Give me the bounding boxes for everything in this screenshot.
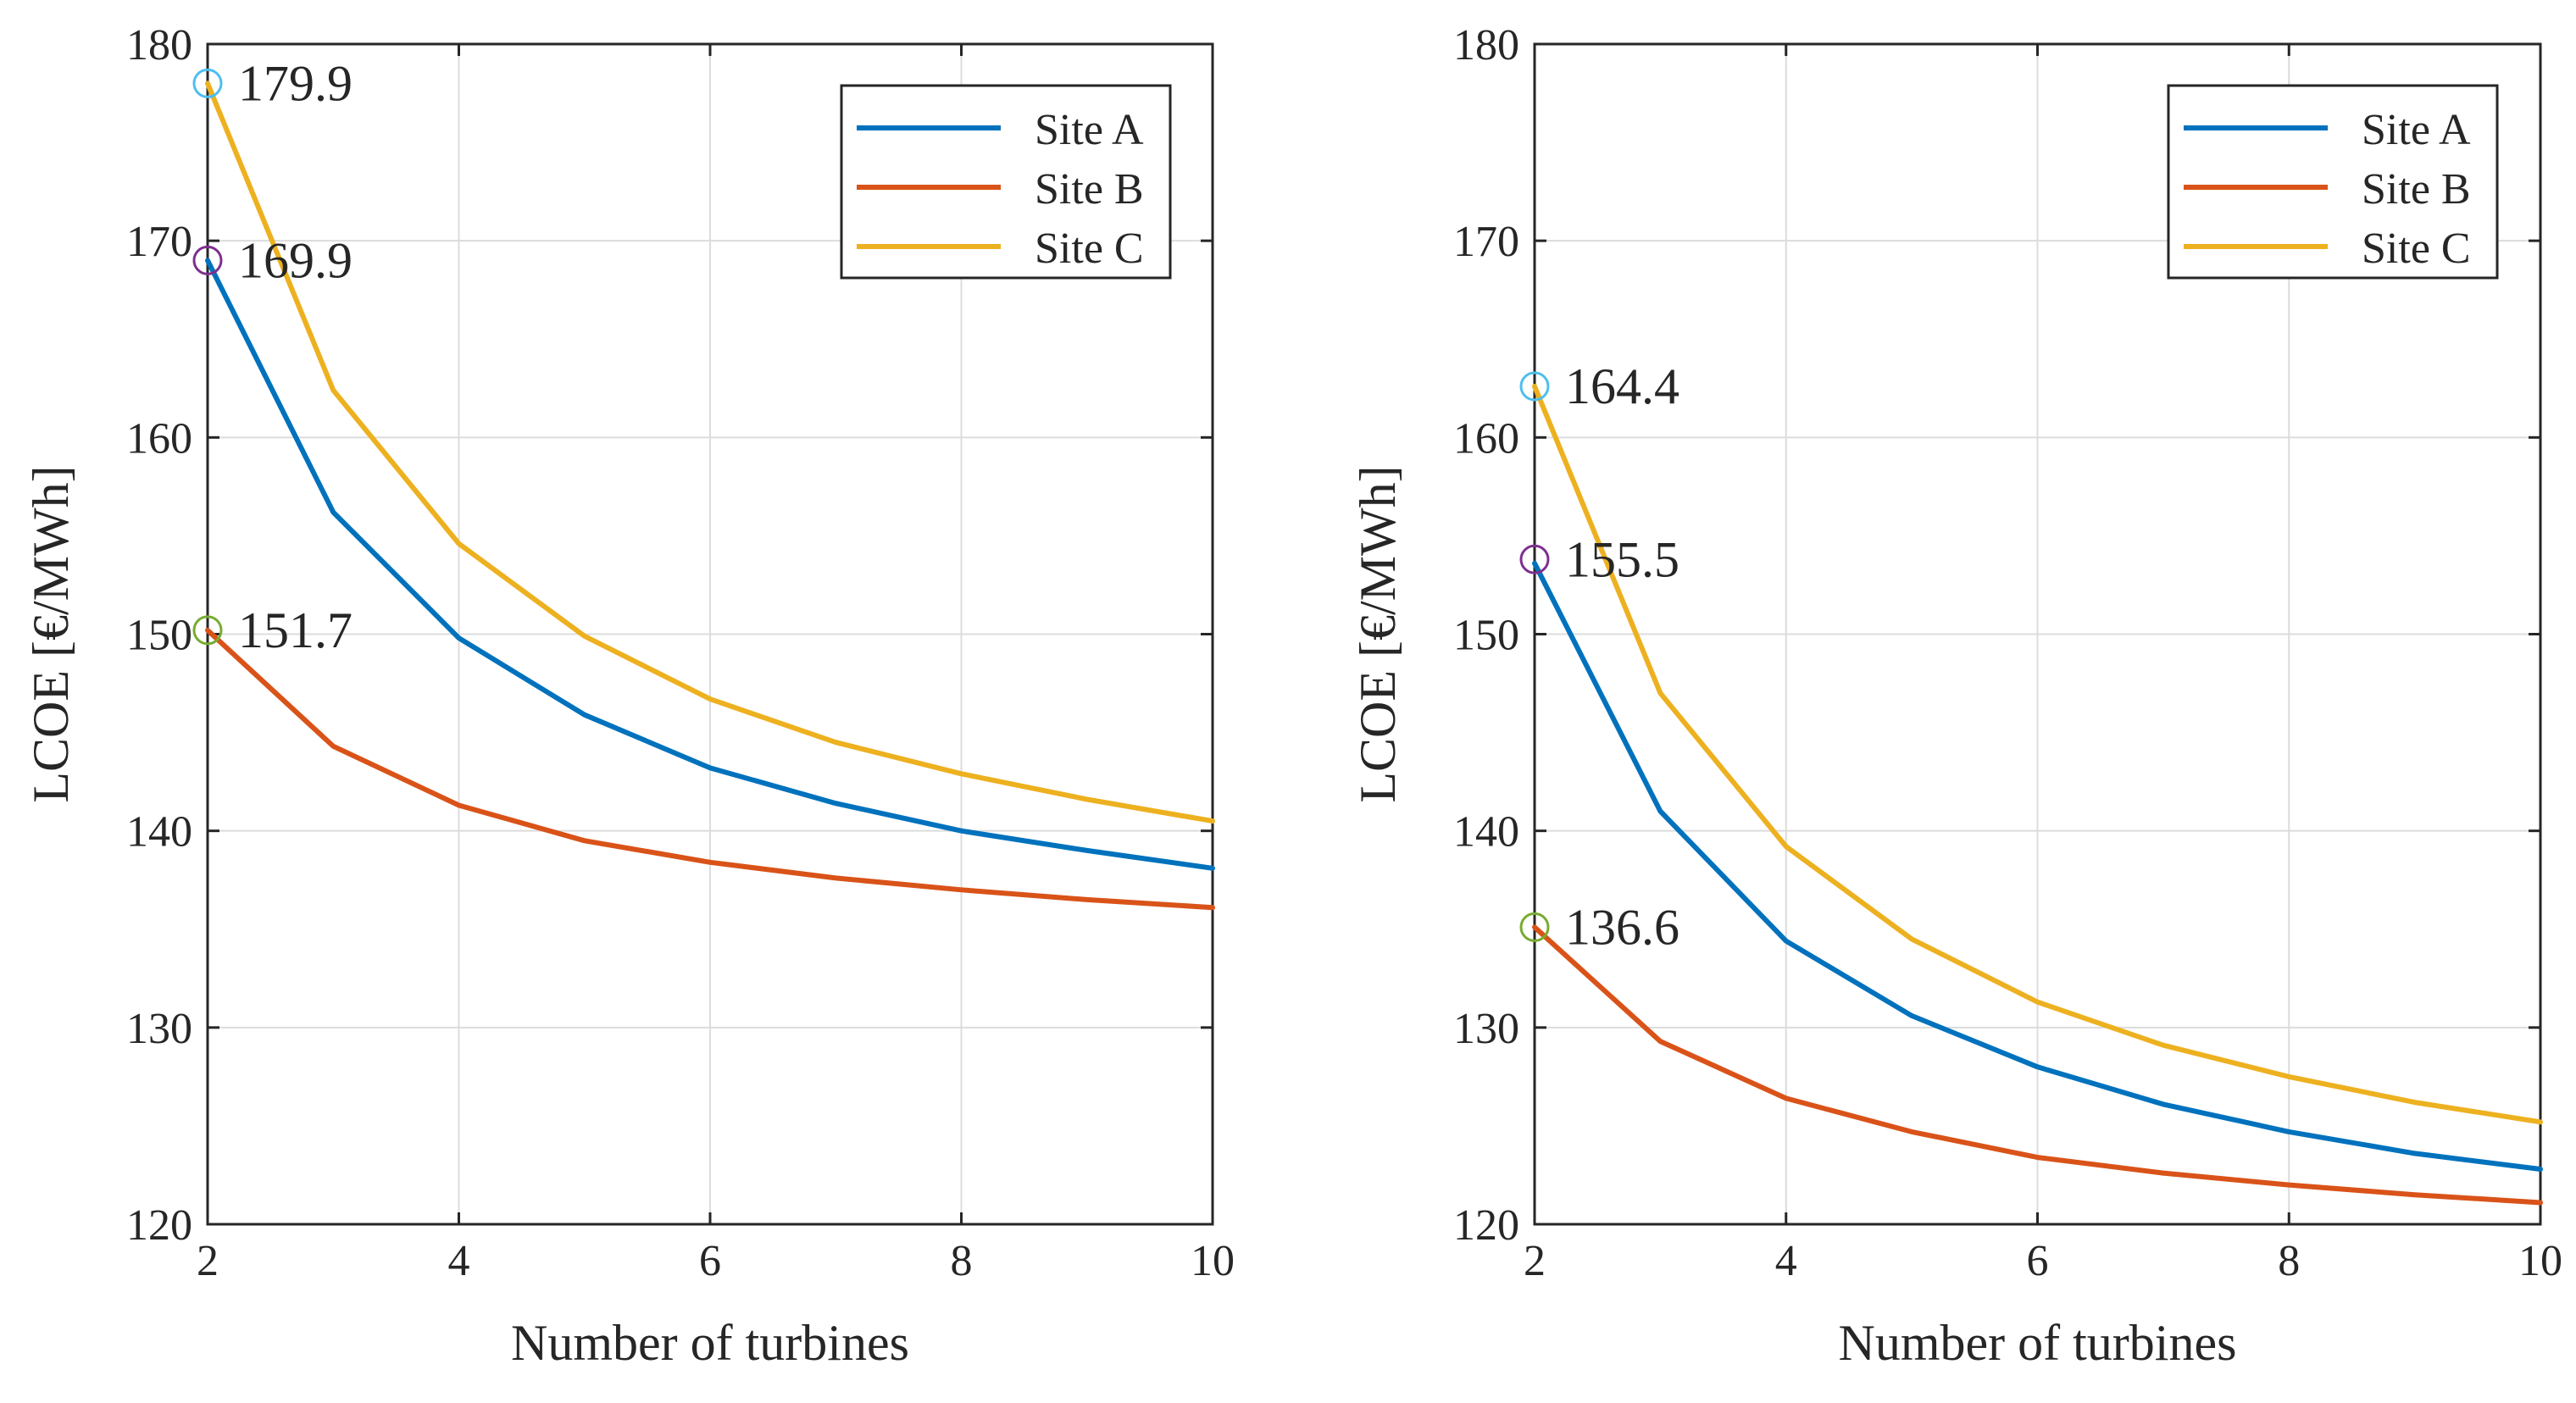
chart-panel-1: 2 4 6 8 10 120 130 140 150 160 170 180 Number of tur… (23, 21, 1235, 1371)
x-tick-label: 6 (2027, 1237, 2049, 1285)
y-tick-label: 130 (126, 1005, 192, 1053)
x-tick-label: 10 (1191, 1237, 1235, 1285)
series-line-site-a (205, 258, 1215, 871)
legend-label: Site B (2362, 165, 2471, 214)
x-tick-label: 4 (448, 1237, 470, 1285)
annotation-label: 151.7 (238, 602, 353, 658)
y-tick-label: 160 (1453, 414, 1519, 463)
y-tick-label: 180 (126, 21, 192, 69)
x-tick-label: 8 (2278, 1237, 2300, 1285)
annotation-marker (192, 245, 223, 275)
y-axis-label: LCOE [€/MWh] (23, 465, 79, 802)
legend-label: Site A (1035, 106, 1144, 154)
annotation-marker (192, 615, 223, 646)
y-axis-label: LCOE [€/MWh] (1350, 465, 1406, 802)
y-tick-label: 130 (1453, 1005, 1519, 1053)
annotation-label: 164.4 (1565, 358, 1679, 414)
y-tick-label: 170 (126, 218, 192, 266)
x-tick-label: 4 (1775, 1237, 1797, 1285)
y-tick-label: 150 (1453, 612, 1519, 660)
chart-panel-2: 2 4 6 8 10 120 130 140 150 160 170 180 Number of tur… (1350, 21, 2562, 1371)
series-line-site-a (1532, 560, 2543, 1172)
annotation-label: 169.9 (238, 232, 353, 288)
x-axis-label: Number of turbines (1839, 1315, 2237, 1371)
legend-label: Site C (2362, 225, 2471, 273)
annotation-marker (1519, 912, 1550, 942)
legend-label: Site B (1035, 165, 1144, 214)
y-tick-label: 140 (1453, 808, 1519, 857)
y-tick-label: 180 (1453, 21, 1519, 69)
annotation-label: 179.9 (238, 55, 353, 111)
annotation-label: 136.6 (1565, 899, 1679, 955)
y-tick-label: 150 (126, 612, 192, 660)
x-tick-label: 8 (951, 1237, 973, 1285)
x-tick-label: 6 (699, 1237, 721, 1285)
series-line-site-b (205, 627, 1215, 911)
series-line-site-c (205, 80, 1215, 824)
annotation-marker (1519, 544, 1550, 574)
x-tick-label: 2 (1524, 1237, 1546, 1285)
annotation-label: 155.5 (1565, 531, 1679, 587)
x-axis-label: Number of turbines (511, 1315, 909, 1371)
legend: Site A Site B Site C (840, 84, 1172, 280)
y-tick-label: 120 (1453, 1201, 1519, 1250)
legend: Site A Site B Site C (2167, 84, 2499, 280)
y-tick-label: 140 (126, 808, 192, 857)
series-line-site-c (1532, 384, 2543, 1125)
annotation-marker (1519, 371, 1550, 402)
annotation-marker (192, 68, 223, 98)
y-tick-label: 160 (126, 414, 192, 463)
legend-label: Site C (1035, 225, 1144, 273)
y-tick-label: 170 (1453, 218, 1519, 266)
series-line-site-b (1532, 924, 2543, 1206)
y-tick-label: 120 (126, 1201, 192, 1250)
x-tick-label: 10 (2518, 1237, 2562, 1285)
x-tick-label: 2 (197, 1237, 219, 1285)
legend-label: Site A (2362, 106, 2471, 154)
